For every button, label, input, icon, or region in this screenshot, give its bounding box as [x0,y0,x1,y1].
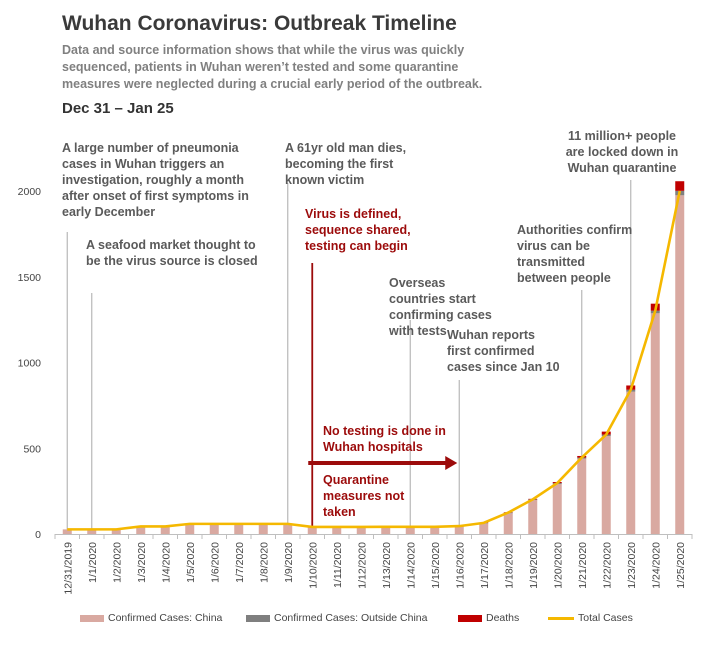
x-tick-label: 1/8/2020 [258,542,270,583]
bar-china [430,526,440,534]
x-tick-label: 1/5/2020 [185,542,197,583]
x-tick-label: 1/12/2020 [356,542,368,589]
x-tick-label: 1/4/2020 [160,542,172,583]
x-tick-label: 1/25/2020 [675,542,687,589]
chart-title: Wuhan Coronavirus: Outbreak Timeline [62,12,457,35]
x-tick-label: 1/3/2020 [136,542,148,583]
legend-label-china: Confirmed Cases: China [108,612,223,624]
legend-item-outside: Confirmed Cases: Outside China [246,612,428,624]
chart-subtitle: Data and source information shows that w… [62,43,483,91]
x-tick-label: 12/31/2019 [62,542,74,595]
annotation-wuhan-reports: Wuhan reports first confirmed cases sinc… [447,328,560,374]
annotation-seafood-market: A seafood market thought to be the virus… [86,238,258,268]
legend-swatch-deaths [458,614,482,622]
bar-china [111,529,121,534]
x-tick-label: 1/10/2020 [307,542,319,589]
y-tick-label: 1500 [18,272,42,284]
legend: Confirmed Cases: China Confirmed Cases: … [0,612,717,632]
annotation-quarantine: Quarantine measures not taken [323,473,405,519]
bar-china [160,526,170,534]
bar-china [381,526,391,534]
x-tick-label: 1/21/2020 [577,542,589,589]
legend-swatch-china [80,614,104,622]
x-tick-label: 1/22/2020 [601,542,613,589]
no-testing-arrow [308,456,458,470]
annotation-authorities: Authorities confirm virus can be transmi… [517,223,633,285]
bar-china [209,523,219,534]
legend-swatch-outside [246,614,270,622]
x-tick-label: 1/11/2020 [332,542,344,588]
arrow-head [445,456,458,470]
annotation-lockdown: 11 million+ people are locked down in Wu… [565,129,679,175]
legend-label-outside: Confirmed Cases: Outside China [274,612,428,624]
x-tick-label: 1/2/2020 [111,542,123,583]
bar-china [356,526,366,534]
bar-china [185,523,195,534]
bar-china [87,529,97,534]
x-tick-label: 1/19/2020 [528,542,540,589]
bar-china [675,195,685,534]
bar-china [577,458,587,534]
y-tick-label: 500 [23,443,41,455]
bar-china [136,526,146,534]
legend-item-deaths: Deaths [458,612,519,624]
bar-china [307,526,317,534]
bar-china [332,526,342,534]
bar-deaths [675,181,685,191]
x-tick-label: 1/18/2020 [503,542,515,589]
x-tick-label: 1/17/2020 [479,542,491,589]
x-tick-label: 1/23/2020 [626,542,638,589]
bar-china [503,513,513,534]
legend-item-china: Confirmed Cases: China [80,612,222,624]
x-tick-label: 1/9/2020 [283,542,295,583]
x-tick-label: 1/16/2020 [454,542,466,589]
annotation-pneumonia: A large number of pneumonia cases in Wuh… [62,141,249,219]
y-tick-label: 0 [35,529,41,541]
y-tick-label: 2000 [18,186,42,198]
annotation-guide-lines [66,180,632,534]
x-tick-label: 1/15/2020 [430,542,442,589]
x-tick-label: 1/13/2020 [381,542,393,589]
legend-label-total: Total Cases [578,612,633,624]
bar-china [454,526,464,534]
annotation-overseas: Overseas countries start confirming case… [389,276,492,338]
bar-china [601,436,611,534]
chart-area: 0 500 1000 1500 2000 12/31/2019 1/1/2020 1/2/20… [18,180,693,595]
annotation-no-testing: No testing is done in Wuhan hospitals [323,424,446,454]
x-tick-label: 1/6/2020 [209,542,221,583]
line-total-cases [67,190,682,531]
x-tick-label: 1/7/2020 [234,542,246,583]
bar-china [258,523,268,534]
legend-swatch-total [548,616,574,620]
legend-item-total: Total Cases [548,612,633,624]
bar-china [283,523,293,534]
legend-label-deaths: Deaths [486,612,520,624]
x-tick-label: 1/1/2020 [87,542,99,583]
total-cases-line-series [67,190,682,531]
annotation-virus-defined: Virus is defined, sequence shared, testi… [305,207,411,253]
bar-series [62,181,685,534]
x-tick-label: 1/14/2020 [405,542,417,589]
x-tick-label: 1/24/2020 [650,542,662,589]
y-tick-label: 1000 [18,358,42,370]
bar-china [552,484,562,534]
bar-china [405,526,415,534]
annotation-first-victim: A 61yr old man dies, becoming the first … [285,141,407,187]
bar-china [479,523,489,534]
bar-china [650,313,660,534]
bar-china [626,391,636,534]
axes: 0 500 1000 1500 2000 12/31/2019 1/1/2020 1/2/20… [18,186,693,595]
date-range: Dec 31 – Jan 25 [62,100,174,117]
bar-china [62,529,72,534]
bar-china [528,500,538,534]
x-tick-label: 1/20/2020 [552,542,564,589]
bar-china [234,523,244,534]
